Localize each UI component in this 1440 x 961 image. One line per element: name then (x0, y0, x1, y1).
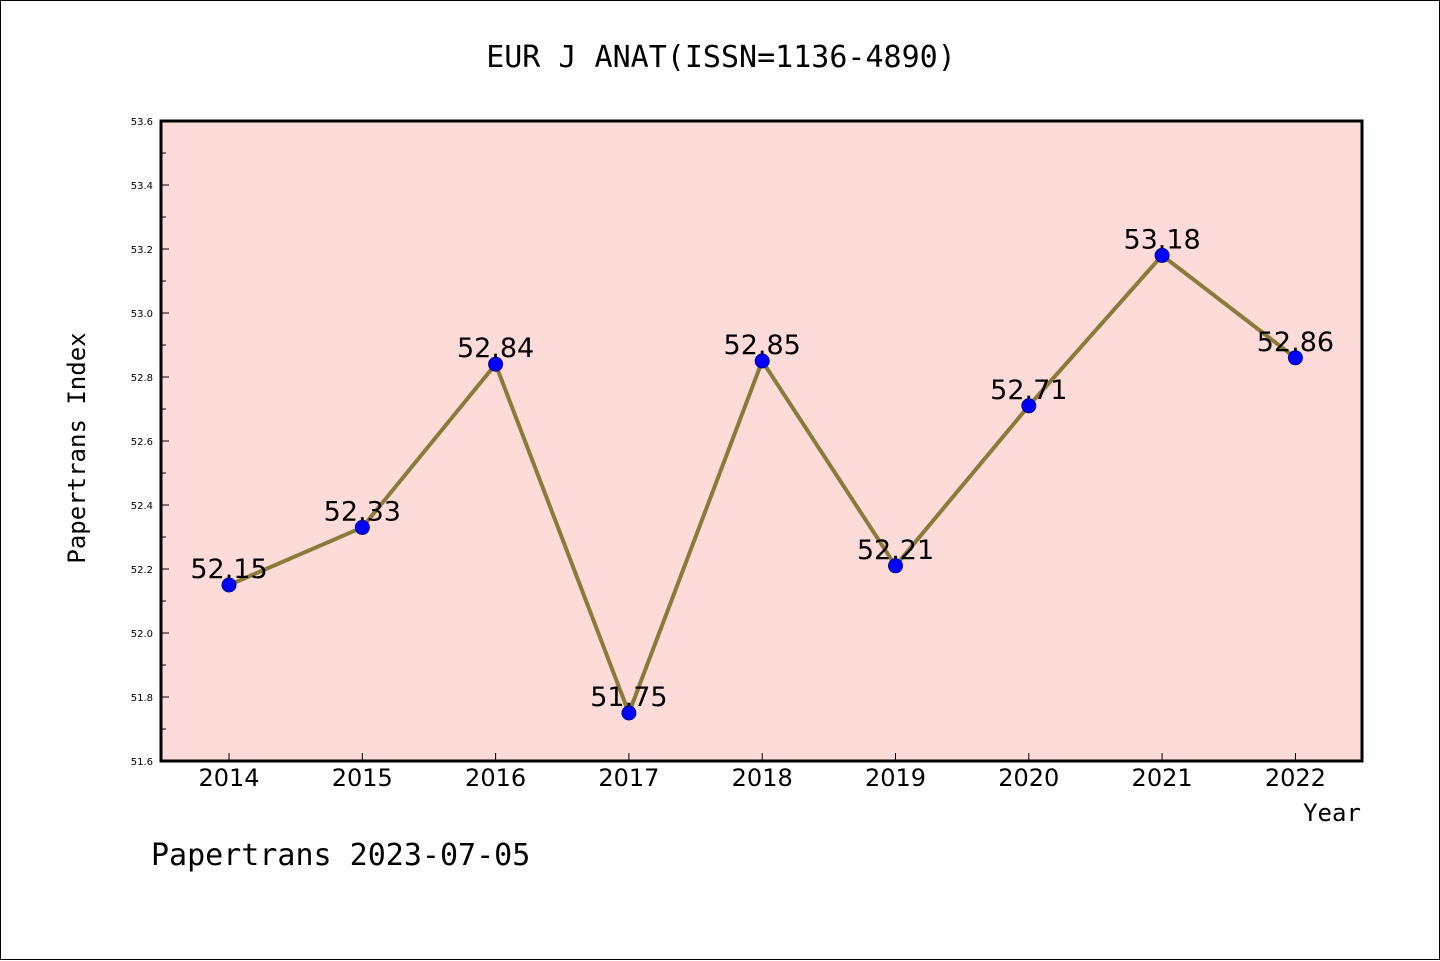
x-tick-label: 2020 (998, 764, 1059, 792)
y-tick-label: 53.2 (131, 245, 153, 256)
y-axis: 51.6 51.8 52.0 52.2 52.4 52.6 52.8 53.0 53.2 53.4… (131, 117, 169, 768)
footer-watermark: Papertrans 2023-07-05 (151, 838, 530, 873)
y-tick-label: 51.6 (131, 757, 153, 768)
x-tick-label: 2014 (198, 764, 259, 792)
plot-area (161, 121, 1362, 761)
data-point (754, 353, 770, 369)
data-point (1154, 247, 1170, 263)
x-axis-label: Year (1303, 799, 1361, 827)
data-series: 52.1552.3352.8451.7552.8552.2152.7153.18… (190, 224, 1334, 721)
data-point (621, 705, 637, 721)
x-tick-label: 2017 (598, 764, 659, 792)
data-point (354, 519, 370, 535)
x-axis: 2014 2015 2016 2017 2018 2019 2020 2021 2022 (198, 753, 1326, 792)
x-tick-label: 2021 (1132, 764, 1193, 792)
data-point (221, 577, 237, 593)
x-tick-label: 2019 (865, 764, 926, 792)
y-tick-label: 53.6 (131, 117, 153, 128)
data-point (488, 356, 504, 372)
y-tick-label: 52.8 (131, 373, 153, 384)
chart-title: EUR J ANAT(ISSN=1136-4890) (486, 40, 956, 75)
y-tick-label: 52.0 (131, 629, 153, 640)
data-point (1287, 350, 1303, 366)
plot-border (159, 119, 1364, 763)
y-axis-label: Papertrans Index (63, 332, 91, 563)
x-tick-label: 2015 (332, 764, 393, 792)
x-tick-label: 2022 (1265, 764, 1326, 792)
y-tick-label: 52.6 (131, 437, 153, 448)
y-tick-label: 52.2 (131, 565, 153, 576)
y-tick-label: 53.0 (131, 309, 153, 320)
data-point (888, 558, 903, 574)
y-tick-label: 53.4 (131, 181, 153, 192)
x-tick-label: 2016 (465, 764, 526, 792)
y-tick-label: 51.8 (131, 693, 153, 704)
x-tick-label: 2018 (732, 764, 793, 792)
data-point (1021, 398, 1037, 414)
y-tick-label: 52.4 (131, 501, 153, 512)
